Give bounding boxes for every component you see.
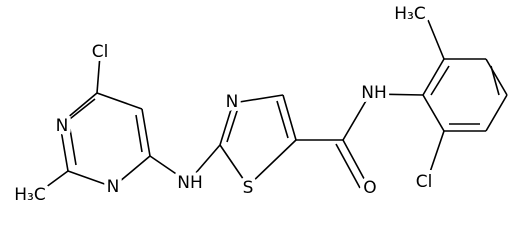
bonds [37,19,508,194]
molecule: Cl N N H₃C NH N S O NH H₃C Cl [10,0,508,209]
atom-label: N [56,116,69,136]
atom-label: N [226,92,239,112]
atom-label: Cl [92,42,109,62]
atom-label: NH [361,83,387,103]
atom-label: NH [177,173,203,193]
atom-label: Cl [416,172,433,192]
atom-label: H₃C [14,185,45,205]
atom-label: O [363,178,376,198]
atom-label: S [243,178,254,198]
atom-labels: Cl N N H₃C NH N S O NH H₃C Cl [10,0,436,209]
atom-label: N [107,177,120,197]
atom-label: H₃C [394,4,425,24]
